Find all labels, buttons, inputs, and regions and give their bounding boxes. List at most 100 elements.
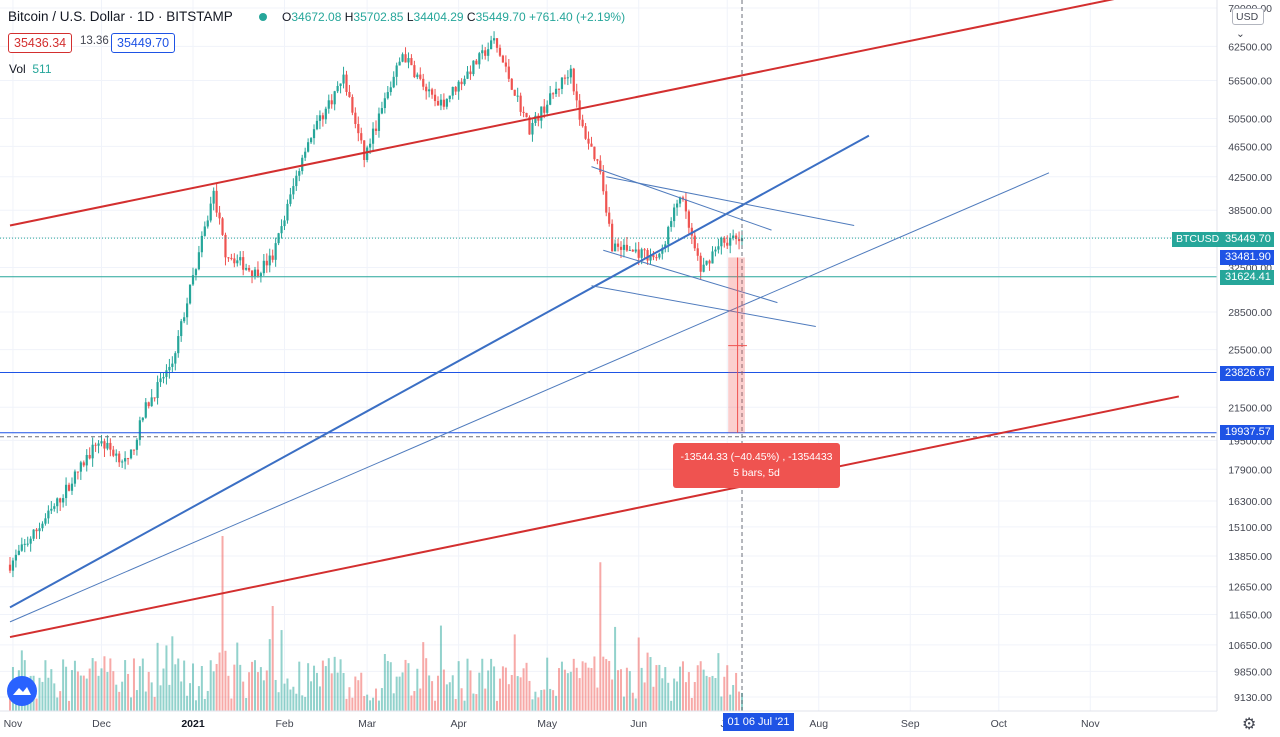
volume-bar	[336, 672, 339, 711]
candle-body	[218, 212, 221, 219]
volume-bar	[177, 658, 180, 711]
volume-bar	[614, 626, 617, 711]
volume-bar	[256, 672, 259, 711]
candle-body	[32, 529, 35, 539]
volume-bar	[318, 686, 321, 711]
candle-body	[690, 227, 693, 236]
candle-body	[481, 50, 484, 54]
volume-bar	[209, 660, 212, 711]
volume-bar	[496, 700, 499, 711]
volume-bar	[168, 684, 171, 711]
volume-bar	[555, 695, 558, 711]
sell-price-button[interactable]: 35436.34	[8, 33, 73, 53]
level-tag-19937: 19937.57	[1220, 425, 1274, 440]
volume-bar	[407, 663, 410, 711]
volume-bar	[372, 697, 375, 711]
time-tick-label: Mar	[358, 718, 377, 730]
candle-body	[377, 113, 381, 131]
candle-body	[401, 54, 404, 62]
candle-body	[11, 560, 15, 571]
candle-body	[416, 74, 419, 78]
candle-body	[425, 86, 428, 92]
volume-bar	[91, 658, 94, 711]
volume-bar	[410, 695, 413, 711]
volume-bar	[97, 675, 100, 711]
volume-bar	[661, 678, 664, 711]
volume-bar	[560, 661, 563, 711]
symbol-title[interactable]: Bitcoin / U.S. Dollar · 1D · BITSTAMP	[8, 9, 233, 24]
volume-bar	[330, 673, 333, 711]
volume-bar	[121, 681, 124, 711]
candle-body	[572, 68, 575, 92]
candle-body	[625, 244, 628, 251]
volume-bar	[404, 659, 407, 711]
candle-body	[398, 61, 401, 66]
candle-body	[88, 454, 91, 459]
candle-body	[212, 190, 215, 204]
buy-price-button[interactable]: 35449.70	[111, 33, 176, 53]
candle-body	[265, 260, 268, 266]
candle-body	[578, 100, 581, 120]
candle-body	[360, 133, 363, 141]
volume-bar	[670, 700, 673, 711]
volume-bar	[690, 697, 693, 711]
candle-body	[283, 220, 286, 227]
price-tick-label: 28500.00	[1228, 307, 1272, 319]
candle-body	[428, 89, 431, 92]
volume-bar	[248, 672, 251, 711]
crosshair-price-tag: 33481.90	[1220, 250, 1274, 265]
volume-bar	[413, 691, 416, 711]
volume-bar	[664, 667, 667, 711]
volume-bar	[519, 677, 522, 711]
time-tick-label: May	[537, 718, 558, 730]
currency-selector[interactable]: USD ⌄	[1232, 8, 1264, 40]
candle-body	[664, 244, 667, 249]
volume-bar	[70, 670, 73, 711]
volume-bar	[112, 671, 115, 711]
candle-body	[256, 269, 260, 277]
candle-body	[124, 458, 127, 462]
candle-body	[147, 402, 150, 407]
candle-body	[150, 397, 153, 407]
candle-body	[498, 47, 502, 56]
volume-bar	[510, 675, 513, 711]
volume-bar	[100, 668, 103, 711]
volume-bar	[339, 659, 342, 711]
candle-body	[56, 498, 59, 507]
volume-bar	[88, 668, 91, 711]
volume-bar	[599, 562, 602, 711]
candle-body	[735, 235, 738, 240]
candle-body	[153, 397, 156, 399]
volume-bar	[239, 664, 242, 711]
candle-body	[472, 60, 475, 75]
time-tick-label: Apr	[450, 718, 467, 730]
volume-bar	[94, 661, 97, 711]
candle-body	[215, 190, 218, 213]
candle-body	[26, 543, 29, 545]
volume-bar	[507, 684, 510, 711]
crosshair-date-tag: 01 06 Jul '21	[723, 713, 794, 731]
measure-label[interactable]: -13544.33 (−40.45%) , -1354433 5 bars, 5…	[673, 443, 840, 488]
volume-bar	[717, 653, 720, 711]
tradingview-logo-icon[interactable]	[7, 676, 37, 706]
volume-bar	[699, 661, 702, 711]
candle-body	[62, 498, 65, 503]
volume-bar	[516, 676, 519, 711]
volume-bar	[679, 666, 682, 711]
volume-bar	[366, 694, 369, 711]
price-tick-label: 42500.00	[1228, 172, 1272, 184]
symbol-price-tag: BTCUSD	[1172, 232, 1224, 247]
gear-icon[interactable]: ⚙	[1242, 716, 1257, 733]
volume-bar	[667, 682, 670, 711]
candle-body	[324, 108, 327, 120]
volume-bar	[445, 684, 448, 711]
volume-bar	[401, 672, 404, 711]
volume-bar	[138, 666, 141, 711]
price-axis-bg	[1217, 0, 1280, 711]
candle-body	[129, 449, 133, 459]
volume-bar	[726, 665, 729, 711]
candle-body	[726, 242, 729, 246]
volume-bar	[738, 691, 741, 711]
